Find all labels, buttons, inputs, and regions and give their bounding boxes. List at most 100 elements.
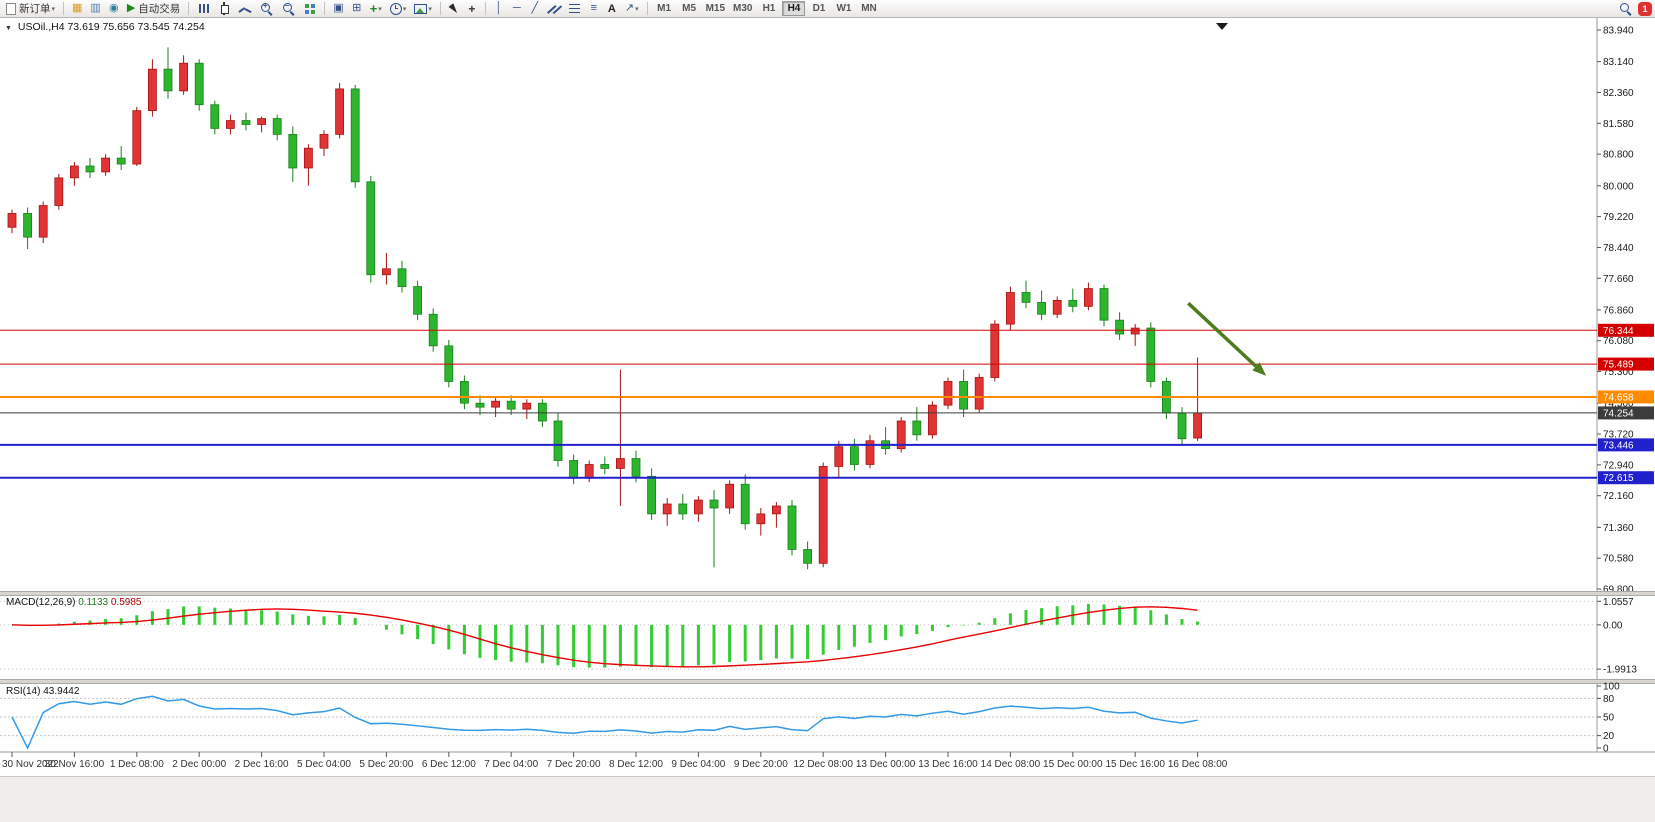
search-icon[interactable]	[1616, 1, 1636, 17]
svg-text:80.800: 80.800	[1603, 150, 1634, 161]
template-dropdown[interactable]: ▾	[411, 1, 435, 17]
toolbar-separator	[63, 2, 65, 15]
navigator-icon[interactable]: ◉	[109, 2, 119, 14]
clock-icon	[389, 2, 402, 15]
workspace-background	[0, 776, 1655, 822]
line-glyph	[239, 2, 252, 15]
svg-text:20: 20	[1603, 731, 1615, 742]
magnifier-glyph: +	[260, 1, 274, 16]
timeframe-m1[interactable]: M1	[657, 3, 672, 14]
fibonacci-tool-icon[interactable]	[566, 1, 584, 17]
trend-arrow-annotation[interactable]	[1187, 301, 1267, 376]
cursor-glyph	[448, 2, 460, 15]
svg-text:69.800: 69.800	[1603, 585, 1634, 596]
candlestick-chart-icon[interactable]	[215, 1, 234, 17]
chart-ohlc: 73.619 75.656 73.545 74.254	[67, 21, 205, 33]
panel-separators[interactable]	[0, 591, 1655, 684]
svg-text:80.000: 80.000	[1603, 181, 1634, 192]
svg-text:0.00: 0.00	[1603, 620, 1623, 631]
caret-icon: ▾	[428, 5, 432, 13]
svg-text:81.580: 81.580	[1603, 119, 1634, 130]
market-watch-icon[interactable]: ▥	[90, 2, 101, 14]
crosshair-tool-icon[interactable]: +	[468, 1, 476, 16]
timeframe-m5[interactable]: M5	[682, 3, 697, 14]
autotrading-button[interactable]: ▶ 自动交易	[124, 1, 183, 17]
timeframe-d1[interactable]: D1	[812, 3, 826, 14]
svg-text:76.860: 76.860	[1603, 305, 1634, 316]
candles-layer[interactable]	[7, 47, 1202, 570]
vertical-line-tool-icon[interactable]: │	[495, 2, 503, 14]
svg-text:80: 80	[1603, 694, 1615, 705]
zoom-out-icon[interactable]: −	[279, 1, 299, 17]
timeframe-h1[interactable]: H1	[762, 3, 776, 14]
shift-marker-icon[interactable]	[1216, 23, 1228, 30]
cursor-tool-icon[interactable]	[446, 1, 462, 17]
chart-title: ▼ USOil.,H4 73.619 75.656 73.545 74.254	[5, 21, 205, 33]
arrange-windows-icon[interactable]: ▣	[333, 2, 344, 14]
svg-text:12 Dec 08:00: 12 Dec 08:00	[793, 759, 853, 770]
fibonacci-glyph	[568, 3, 581, 14]
bar-chart-icon[interactable]	[194, 1, 213, 17]
macd-name: MACD(12,26,9)	[6, 597, 76, 608]
rsi-value: 43.9442	[43, 686, 80, 697]
timeframe-mn[interactable]: MN	[861, 3, 877, 14]
indicator-plus-icon: +	[369, 1, 378, 16]
svg-text:74.658: 74.658	[1603, 392, 1634, 403]
tile-windows-icon[interactable]	[301, 1, 319, 17]
period-dropdown[interactable]: ▾	[387, 1, 410, 17]
svg-text:16 Dec 08:00: 16 Dec 08:00	[1168, 759, 1228, 770]
macd-signal-value: 0.5985	[110, 597, 142, 608]
svg-text:30 Nov 16:00: 30 Nov 16:00	[45, 759, 105, 770]
candle-glyph	[218, 2, 231, 15]
arrows-tool-dropdown[interactable]: ↗ ▾	[622, 1, 642, 17]
text-tool-icon[interactable]: A	[607, 2, 616, 15]
trendline-tool-icon[interactable]: ╱	[531, 2, 539, 14]
caret-icon: ▾	[51, 5, 56, 13]
svg-text:70.580: 70.580	[1603, 554, 1634, 565]
svg-text:13 Dec 16:00: 13 Dec 16:00	[918, 759, 978, 770]
chart-symbol-period: USOil.,H4	[17, 21, 65, 33]
plus-glyph: +	[262, 1, 268, 10]
macd-main-value: 0.1133	[78, 597, 109, 608]
timeframe-m15[interactable]: M15	[705, 3, 726, 14]
autotrading-label: 自动交易	[138, 3, 181, 15]
toolbar-separator	[188, 2, 190, 15]
caret-icon: ▾	[635, 5, 639, 13]
timeframe-h4[interactable]: H4	[782, 1, 806, 16]
magnifier-glyph: −	[282, 1, 296, 16]
line-chart-icon[interactable]	[236, 1, 255, 17]
notification-badge[interactable]: 1	[1638, 1, 1652, 16]
svg-text:75.489: 75.489	[1603, 360, 1634, 371]
zoom-in-icon[interactable]: +	[257, 1, 277, 17]
channel-glyph	[548, 3, 561, 15]
svg-text:76.080: 76.080	[1603, 336, 1634, 347]
macd-label: MACD(12,26,9) 0.1133 0.5985	[6, 597, 141, 608]
horizontal-line-tool-icon[interactable]: ─	[512, 2, 521, 14]
cascade-windows-icon[interactable]: ⊞	[352, 2, 362, 14]
add-indicator-dropdown[interactable]: + ▾	[367, 1, 385, 17]
timeframe-w1[interactable]: W1	[836, 3, 852, 14]
objects-tool-icon[interactable]: ≡	[590, 2, 598, 14]
bars-glyph	[197, 2, 210, 15]
charts-icon[interactable]: ▦	[72, 2, 83, 14]
rsi-name: RSI(14)	[6, 686, 41, 697]
svg-text:1.0557: 1.0557	[1603, 597, 1634, 608]
svg-text:72.615: 72.615	[1603, 473, 1634, 484]
collapse-indicator-icon[interactable]: ▼	[5, 25, 12, 32]
new-order-button[interactable]: 新订单 ▾	[3, 1, 58, 17]
new-order-icon	[6, 2, 16, 15]
svg-text:83.940: 83.940	[1603, 26, 1634, 37]
svg-text:1 Dec 08:00: 1 Dec 08:00	[110, 759, 164, 770]
svg-text:74.500: 74.500	[1603, 399, 1634, 410]
channel-tool-icon[interactable]	[545, 1, 564, 17]
svg-text:5 Dec 20:00: 5 Dec 20:00	[359, 759, 413, 770]
macd-panel[interactable]: 1.0557 0.00 -1.9913	[0, 597, 1637, 676]
toolbar-separator	[646, 2, 648, 15]
caret-icon: ▾	[402, 5, 407, 13]
svg-text:5 Dec 04:00: 5 Dec 04:00	[297, 759, 351, 770]
horizontal-lines-layer[interactable]	[0, 329, 1597, 479]
timeframe-m30[interactable]: M30	[733, 3, 753, 14]
